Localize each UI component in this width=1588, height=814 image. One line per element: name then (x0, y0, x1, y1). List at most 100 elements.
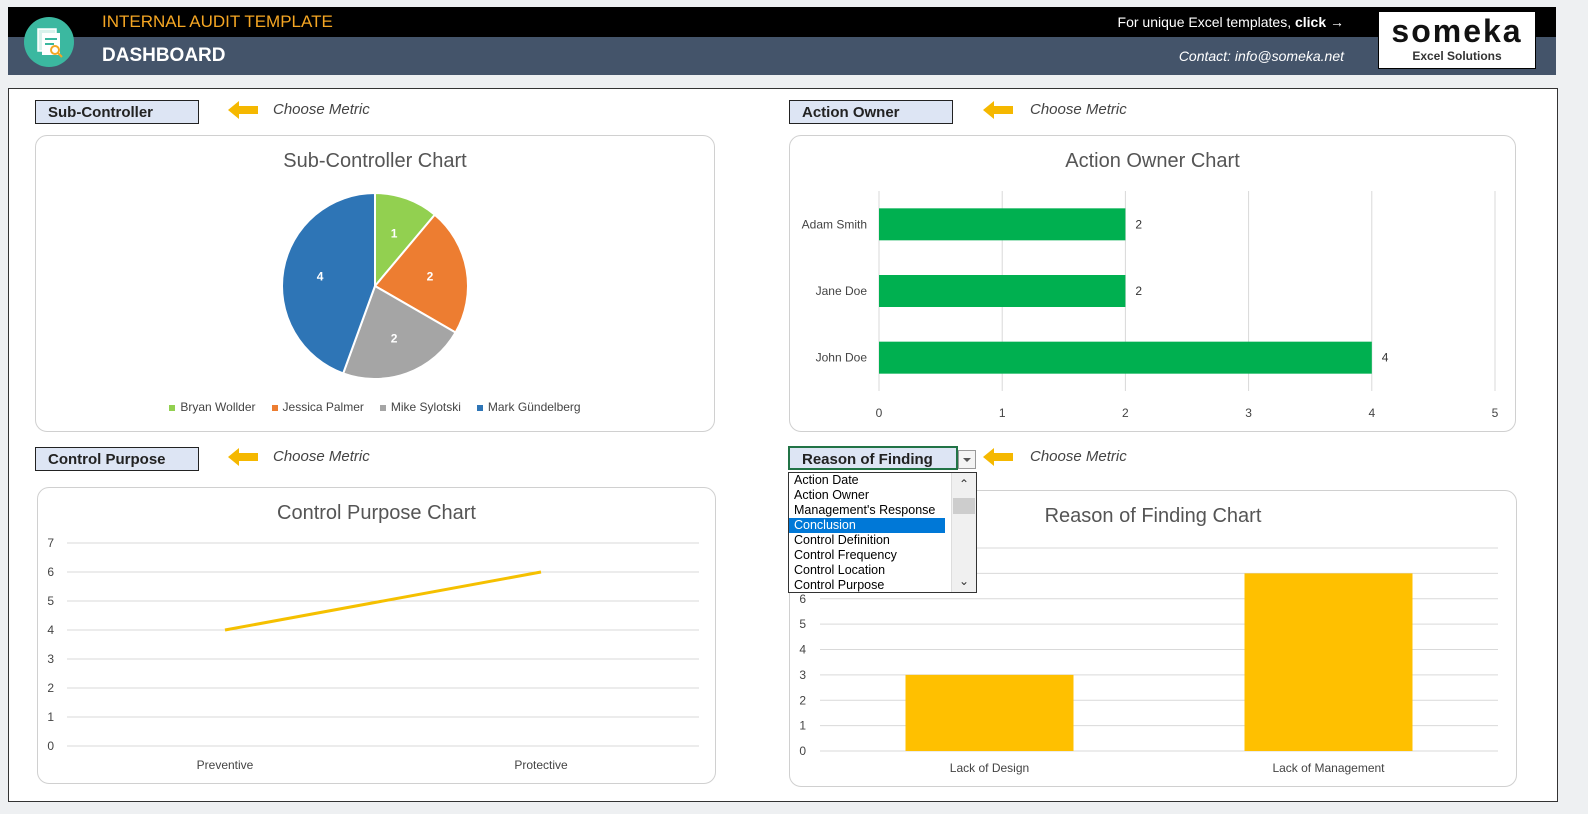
brand-name: someka (1391, 13, 1523, 49)
legend-label: Mark Gündelberg (487, 400, 581, 414)
category-label: Jane Doe (816, 284, 868, 298)
sub-controller-chart-card: Sub-Controller Chart 1 2 2 4 Bryan Wollder J… (35, 135, 715, 432)
tick-label: 6 (799, 592, 806, 606)
bar (879, 208, 1126, 241)
tick-label: 5 (1492, 406, 1499, 420)
promo-link[interactable]: For unique Excel templates, click → (1118, 14, 1344, 30)
tick-label: 5 (799, 617, 806, 631)
metric-select-control-purpose[interactable]: Control Purpose (35, 447, 199, 471)
legend-swatch (169, 404, 176, 411)
dropdown-items: Action Date Action Owner Management's Resp… (789, 473, 976, 592)
legend-swatch (379, 404, 386, 411)
bar (879, 275, 1126, 307)
audit-logo-icon (24, 17, 74, 67)
legend-item: Jessica Palmer (271, 400, 364, 414)
legend-label: Bryan Wollder (180, 400, 256, 414)
chevron-down-icon[interactable]: ⌄ (958, 574, 970, 588)
metric-dropdown-list[interactable]: Action Date Action Owner Management's Resp… (788, 472, 977, 593)
category-label: Lack of Management (1272, 761, 1385, 775)
tick-label: 4 (47, 623, 54, 637)
data-label: 4 (1382, 351, 1389, 365)
contact-email[interactable]: Contact: info@someka.net (1178, 48, 1344, 64)
pie-slice (374, 191, 437, 289)
legend-item: Bryan Wollder (169, 400, 256, 414)
chart-title: Reason of Finding Chart (1044, 505, 1262, 527)
tick-label: 7 (47, 536, 54, 550)
dropdown-scrollbar[interactable]: ⌃ ⌄ (951, 473, 976, 592)
tick-label: 1 (47, 710, 54, 724)
promo-text: For unique Excel templates, (1117, 14, 1295, 30)
tick-label: 4 (799, 643, 806, 657)
data-label: 2 (1135, 284, 1142, 298)
category-label: Adam Smith (802, 217, 867, 231)
promo-click[interactable]: click → (1294, 14, 1344, 30)
tick-label: 1 (799, 719, 806, 733)
data-label: 2 (391, 331, 398, 345)
metric-select-action-owner[interactable]: Action Owner (789, 100, 953, 124)
tick-label: 0 (876, 406, 883, 420)
metric-select-reason-of-finding[interactable]: Reason of Finding (788, 446, 958, 470)
bar (879, 341, 1372, 374)
tick-label: 2 (47, 681, 54, 695)
dropdown-option[interactable]: Control Definition (794, 533, 890, 547)
choose-metric-label: Choose Metric (1030, 101, 1127, 118)
pie-slice (341, 284, 457, 380)
tick-label: 3 (799, 668, 806, 682)
tick-label: 2 (799, 693, 806, 707)
category-label: Protective (514, 758, 568, 772)
dropdown-toggle-button[interactable] (958, 450, 976, 469)
someka-logo[interactable]: someka Excel Solutions (1378, 11, 1536, 69)
bar-chart: 0 1 2 3 4 5 Adam Smith 2 Jane Doe 2 John Doe 4 (802, 191, 1499, 420)
arrow-left-icon (983, 101, 1013, 119)
chevron-up-icon[interactable]: ⌃ (958, 477, 970, 491)
pie-slice (281, 191, 376, 375)
pie-chart: 1 2 2 4 (281, 191, 469, 380)
dropdown-option[interactable]: Conclusion (789, 518, 945, 533)
header-top-band (8, 7, 1556, 37)
tick-label: 0 (799, 744, 806, 758)
page-title: DASHBOARD (102, 45, 226, 66)
chart-legend: Bryan Wollder Jessica Palmer Mike Sylotski… (36, 400, 714, 414)
tick-label: 3 (1245, 406, 1252, 420)
choose-metric-label: Choose Metric (273, 101, 370, 118)
legend-label: Mike Sylotski (390, 400, 461, 414)
scroll-thumb[interactable] (953, 498, 975, 514)
dropdown-option[interactable]: Control Location (794, 563, 886, 577)
chart-title: Control Purpose Chart (277, 502, 476, 524)
metric-select-sub-controller[interactable]: Sub-Controller (35, 100, 199, 124)
tick-label: 4 (1368, 406, 1375, 420)
chart-title: Sub-Controller Chart (283, 150, 467, 172)
series-line (224, 570, 542, 632)
category-label: Preventive (197, 758, 254, 772)
tick-label: 0 (47, 739, 54, 753)
action-owner-chart-card: Action Owner Chart 0 1 2 3 4 5 Adam Smith 2 Jane… (789, 135, 1516, 432)
data-label: 2 (427, 269, 434, 283)
dropdown-option[interactable]: Control Purpose (794, 578, 885, 592)
legend-item: Mike Sylotski (379, 400, 461, 414)
legend-swatch (271, 404, 278, 411)
bar (905, 674, 1074, 751)
app-title: INTERNAL AUDIT TEMPLATE (102, 12, 333, 31)
data-label: 4 (317, 269, 324, 283)
pie-slice (373, 213, 469, 334)
data-label: 1 (391, 227, 398, 241)
dropdown-option[interactable]: Control Frequency (794, 548, 897, 562)
data-label: 2 (1135, 217, 1142, 231)
legend-item: Mark Gündelberg (476, 400, 581, 414)
line-chart: 0 1 2 3 4 5 6 7 Preventive Protective (47, 536, 699, 772)
tick-label: 3 (47, 652, 54, 666)
legend-label: Jessica Palmer (282, 400, 364, 414)
dropdown-option[interactable]: Action Owner (794, 488, 870, 502)
chart-title: Action Owner Chart (1065, 150, 1240, 172)
arrow-left-icon (228, 101, 258, 119)
choose-metric-label: Choose Metric (1030, 448, 1127, 465)
category-label: Lack of Design (950, 761, 1029, 775)
app-header: INTERNAL AUDIT TEMPLATE DASHBOARD For un… (8, 7, 1556, 75)
choose-metric-label: Choose Metric (273, 448, 370, 465)
dropdown-option[interactable]: Action Date (794, 473, 859, 487)
dropdown-option[interactable]: Management's Response (794, 503, 936, 517)
tick-label: 1 (999, 406, 1006, 420)
tick-label: 6 (47, 565, 54, 579)
chevron-down-icon (963, 458, 971, 462)
arrow-left-icon (983, 448, 1013, 466)
